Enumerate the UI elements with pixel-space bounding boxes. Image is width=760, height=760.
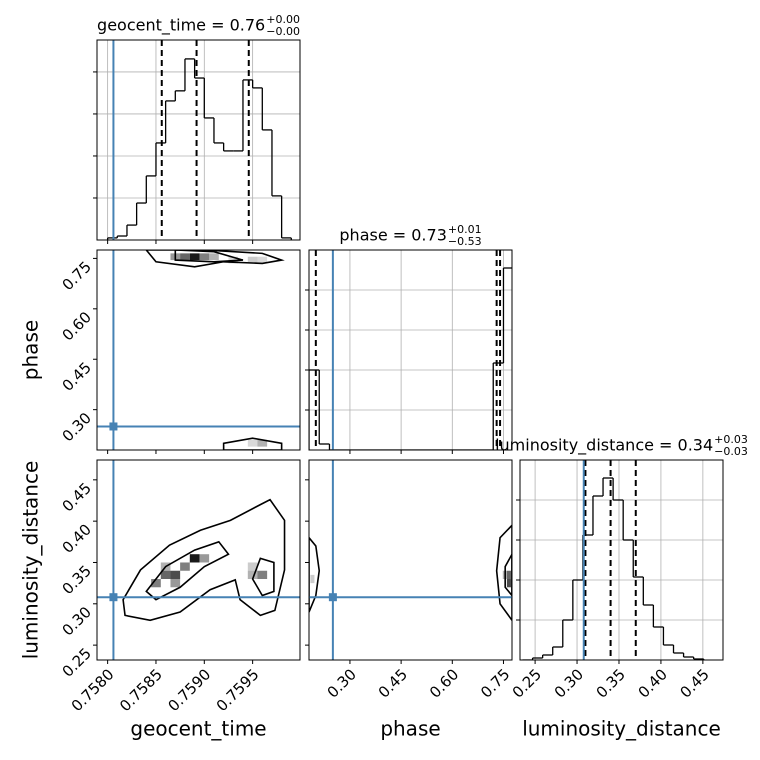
density-cell xyxy=(199,253,210,261)
contour xyxy=(174,250,244,263)
truth-marker xyxy=(109,422,118,431)
contour xyxy=(122,498,286,622)
density-cell xyxy=(257,439,268,447)
density-cell xyxy=(189,554,200,563)
x-tick-label: 0.35 xyxy=(593,665,629,701)
title-lower: −0.00 xyxy=(266,25,300,38)
density-cell xyxy=(310,574,315,584)
y-tick-label: 0.35 xyxy=(59,562,95,598)
panel-frame xyxy=(308,249,513,451)
title-upper: +0.03 xyxy=(714,433,748,446)
x-tick-label: 0.75 xyxy=(477,665,513,701)
title-upper: +0.00 xyxy=(266,13,300,26)
x-tick-label: 0.7590 xyxy=(164,665,214,715)
x-axis-label: phase xyxy=(380,717,440,741)
panel xyxy=(520,460,723,660)
y-axis-label: luminosity_distance xyxy=(19,461,43,660)
density-cell xyxy=(189,253,200,261)
x-tick-label: 0.30 xyxy=(551,665,587,701)
panel xyxy=(97,250,300,450)
contour xyxy=(309,536,321,613)
density-cell xyxy=(170,570,181,580)
density-cell xyxy=(160,570,171,580)
x-tick-label: 0.40 xyxy=(635,665,671,701)
y-tick-label: 0.45 xyxy=(59,359,95,395)
x-tick-label: 0.25 xyxy=(509,665,545,701)
x-tick-label: 0.60 xyxy=(426,665,462,701)
panel-frame xyxy=(308,459,513,661)
y-tick-label: 0.75 xyxy=(59,258,95,294)
y-tick-label: 0.25 xyxy=(59,644,95,680)
y-tick-label: 0.60 xyxy=(59,308,95,344)
x-tick-label: 0.7585 xyxy=(116,665,166,715)
x-tick-label: 0.30 xyxy=(324,665,360,701)
density-cell xyxy=(209,253,219,261)
x-axis-label: luminosity_distance xyxy=(522,717,721,741)
panel-frame xyxy=(96,459,301,661)
y-tick-label: 0.30 xyxy=(59,409,95,445)
density-cell xyxy=(247,439,258,447)
x-axis-label: geocent_time xyxy=(130,717,266,741)
contour xyxy=(222,437,283,450)
density-cell xyxy=(247,562,258,571)
truth-marker xyxy=(328,593,337,602)
density-cell xyxy=(170,579,181,588)
density-cell xyxy=(180,253,190,261)
contour xyxy=(145,540,230,601)
panel-title: phase = 0.73 xyxy=(339,226,446,245)
density-cell xyxy=(247,570,258,580)
y-tick-label: 0.45 xyxy=(59,479,95,515)
density-cell xyxy=(199,554,210,563)
title-lower: −0.03 xyxy=(714,445,748,458)
x-tick-label: 0.7595 xyxy=(213,665,263,715)
title-upper: +0.01 xyxy=(448,223,482,236)
panel xyxy=(309,250,512,450)
panel xyxy=(97,460,300,660)
panel-frame xyxy=(519,459,724,661)
contour xyxy=(251,557,275,597)
panel-frame xyxy=(96,249,301,451)
contour xyxy=(504,553,512,597)
panel-frame xyxy=(96,39,301,241)
panel-title: luminosity_distance = 0.34 xyxy=(495,436,713,456)
density-cell xyxy=(257,570,268,580)
y-tick-label: 0.40 xyxy=(59,520,95,556)
panel xyxy=(97,40,300,240)
density-cell xyxy=(257,256,268,264)
panel-title: geocent_time = 0.76 xyxy=(97,16,265,36)
density-cell xyxy=(180,562,190,571)
contour xyxy=(495,524,512,622)
contour xyxy=(145,250,285,268)
truth-marker xyxy=(109,593,118,602)
density-cell xyxy=(151,579,161,588)
panel xyxy=(309,460,512,660)
title-lower: −0.53 xyxy=(448,235,482,248)
density-cell xyxy=(506,579,511,588)
density-cell xyxy=(247,256,258,264)
density-cell xyxy=(506,570,511,580)
x-tick-label: 0.45 xyxy=(677,665,713,701)
y-axis-label: phase xyxy=(19,320,43,380)
x-tick-label: 0.45 xyxy=(375,665,411,701)
y-tick-label: 0.30 xyxy=(59,603,95,639)
